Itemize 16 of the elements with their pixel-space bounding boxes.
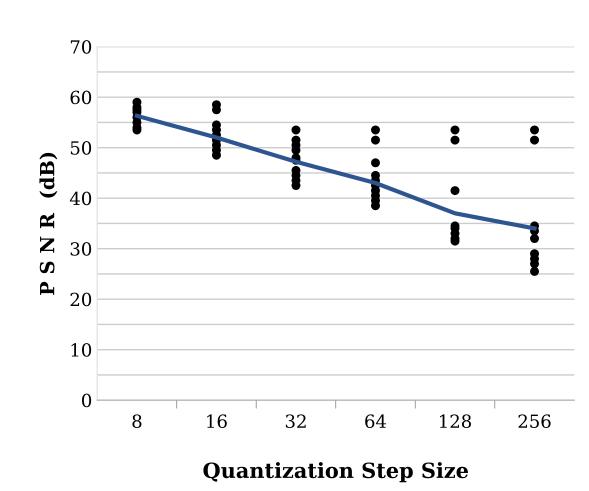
y-tick-label: 60	[70, 90, 92, 104]
x-tick-label: 128	[440, 414, 472, 428]
y-tick-label: 50	[70, 141, 92, 155]
x-tick-label: 256	[518, 414, 551, 428]
y-tick-label: 20	[70, 292, 92, 306]
x-tick-label: 32	[286, 414, 306, 428]
y-tick-label: 70	[70, 40, 92, 54]
x-tick-label: 64	[365, 414, 386, 428]
y-tick-label: 10	[72, 343, 92, 357]
y-tick-label: 30	[70, 242, 92, 256]
x-tick-label: 8	[132, 414, 142, 428]
x-tick-label: 16	[207, 414, 227, 428]
y-axis-title: P S N R (dB)	[39, 152, 58, 295]
y-tick-label: 0	[82, 394, 92, 408]
x-axis-title: Quantization Step Size	[203, 462, 468, 482]
y-tick-label: 40	[70, 192, 92, 206]
